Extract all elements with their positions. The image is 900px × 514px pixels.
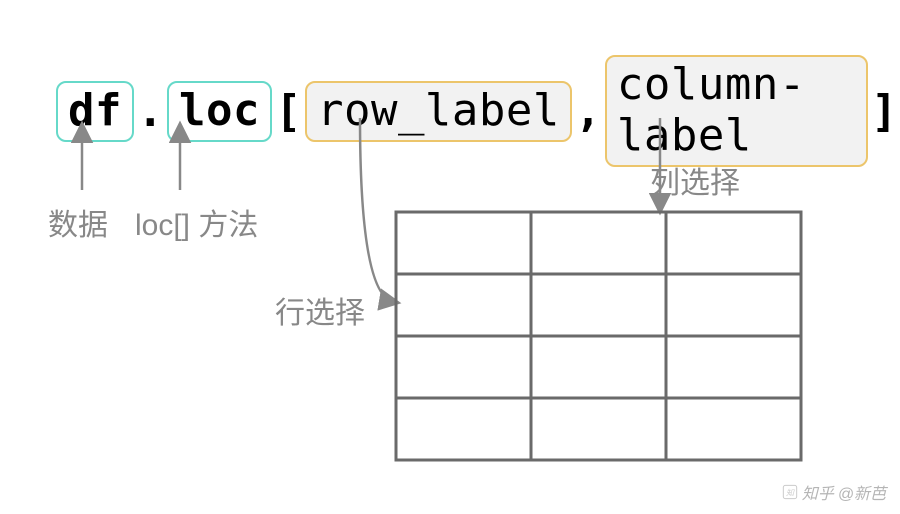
token-lbracket: [: [273, 86, 304, 137]
watermark-site: 知乎: [802, 480, 834, 504]
code-expression: df . loc [ row_label , column-label ]: [55, 55, 900, 167]
token-dot: .: [135, 86, 166, 137]
token-df: df: [56, 81, 134, 142]
token-row-label: row_label: [305, 81, 572, 142]
dataframe-table: [396, 212, 801, 460]
token-comma: ,: [573, 86, 604, 137]
token-rbracket: ]: [869, 86, 900, 137]
token-column-label: column-label: [605, 55, 868, 167]
label-loc-method: loc[] 方法: [135, 200, 258, 244]
label-data: 数据: [48, 200, 108, 244]
label-row-select: 行选择: [275, 288, 365, 332]
svg-text:知: 知: [786, 488, 795, 497]
diagram-canvas: df . loc [ row_label , column-label ] 数据…: [0, 0, 900, 514]
watermark-handle: @新芭: [838, 480, 886, 504]
token-loc: loc: [167, 81, 272, 142]
watermark: 知 知乎 @新芭: [782, 480, 886, 504]
zhihu-icon: 知: [782, 484, 798, 500]
label-col-select: 列选择: [650, 158, 740, 202]
